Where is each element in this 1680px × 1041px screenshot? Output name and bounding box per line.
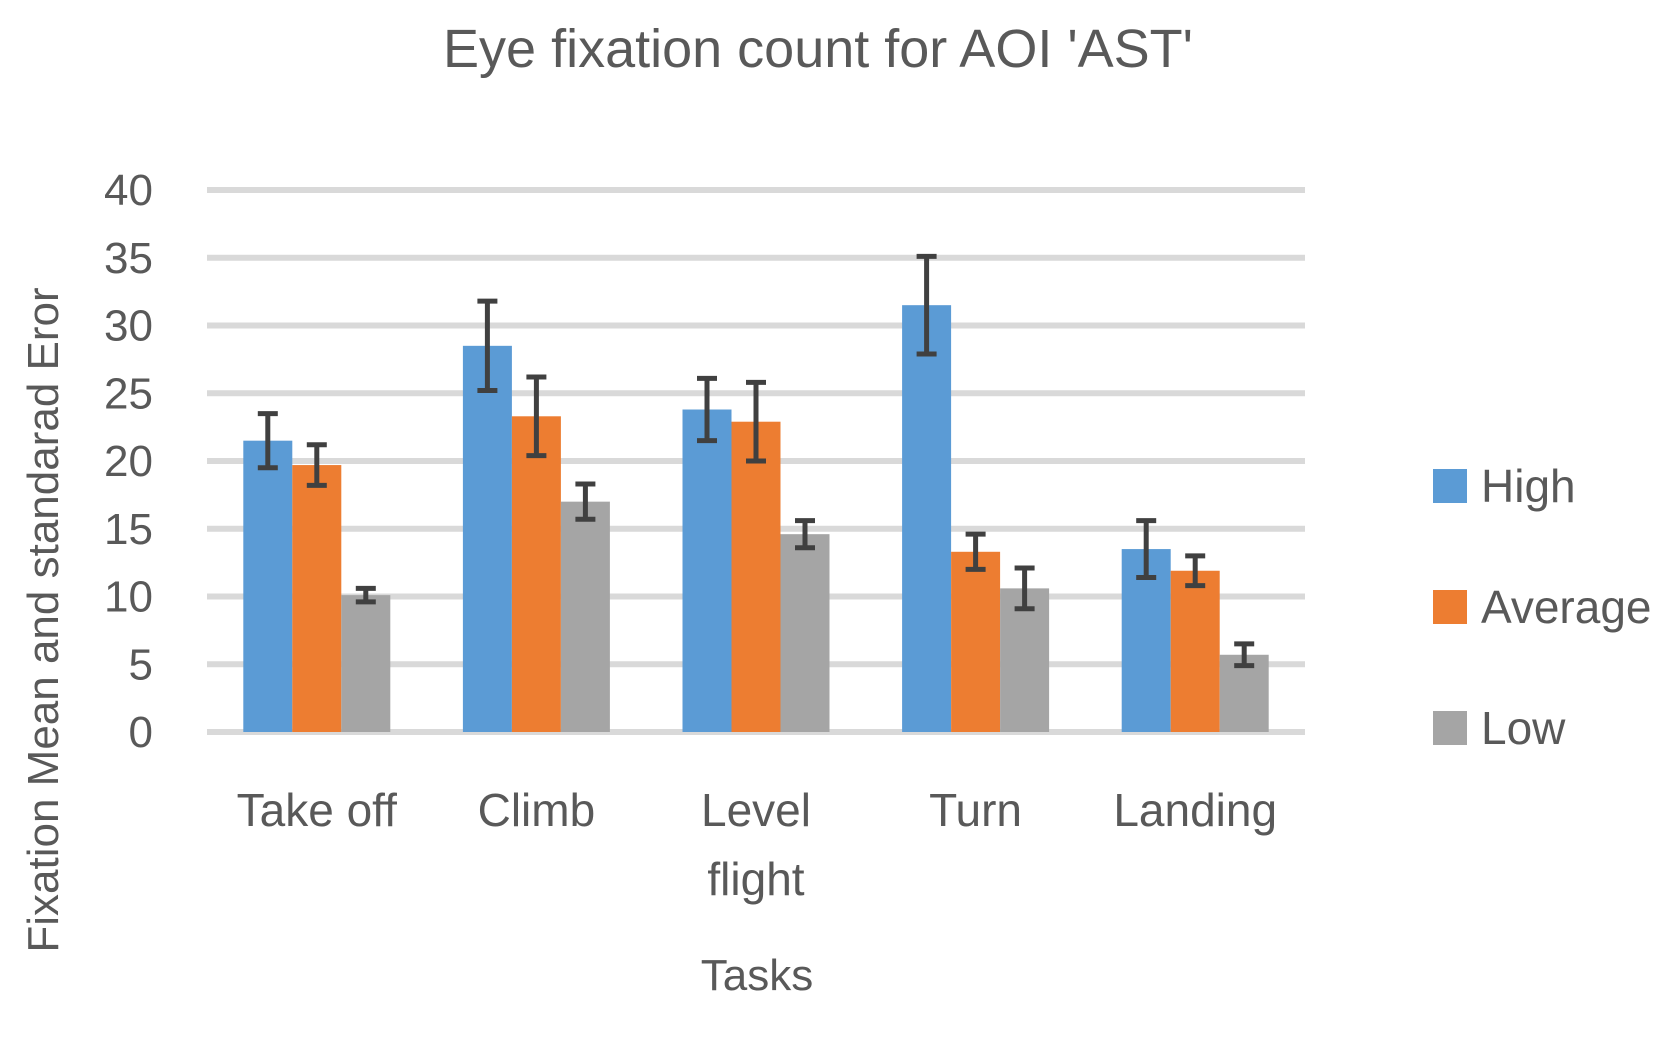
error-bar: [1234, 641, 1255, 669]
x-category-label: Landing: [1113, 784, 1277, 836]
legend-item-low: Low: [1433, 702, 1566, 754]
error-bar: [526, 374, 547, 459]
legend-label: Average: [1481, 581, 1652, 633]
legend: High Average Low: [1433, 460, 1652, 754]
legend-swatch: [1433, 590, 1467, 624]
bar-high: [682, 409, 732, 732]
error-bar: [306, 442, 327, 488]
error-bar: [1185, 553, 1206, 589]
error-bar: [355, 585, 376, 605]
x-category-label: Turn: [929, 784, 1022, 836]
bar-low: [1000, 588, 1050, 732]
y-tick-label: 20: [104, 437, 153, 486]
x-category-labels: Take off Climb Level flight Turn Landing: [237, 784, 1277, 905]
legend-item-high: High: [1433, 460, 1576, 512]
y-tick-labels: 0 5 10 15 20 25 30 35 40: [104, 166, 153, 757]
error-bar: [575, 481, 596, 522]
bars: [243, 305, 1269, 732]
bar-low: [341, 595, 391, 732]
legend-swatch: [1433, 469, 1467, 503]
bar-high: [243, 440, 293, 732]
y-tick-label: 25: [104, 369, 153, 418]
y-tick-label: 5: [129, 640, 153, 689]
x-category-label: Take off: [237, 784, 397, 836]
legend-label: High: [1481, 460, 1576, 512]
bar-average: [731, 421, 781, 732]
y-tick-label: 40: [104, 166, 153, 215]
x-category-label: Climb: [478, 784, 596, 836]
error-bar: [477, 298, 498, 394]
chart-title: Eye fixation count for AOI 'AST': [443, 19, 1193, 79]
error-bar: [1014, 565, 1035, 612]
error-bar: [965, 531, 986, 572]
bar-average: [951, 551, 1001, 732]
x-axis-title: Tasks: [701, 951, 813, 1000]
y-tick-label: 15: [104, 505, 153, 554]
error-bar: [1136, 518, 1157, 581]
legend-item-average: Average: [1433, 581, 1652, 633]
error-bar: [746, 379, 766, 464]
y-tick-label: 10: [104, 573, 153, 622]
error-bar: [916, 253, 937, 357]
y-tick-label: 0: [129, 708, 153, 757]
bar-low: [780, 534, 830, 732]
bar-high: [902, 305, 952, 732]
legend-label: Low: [1481, 702, 1566, 754]
bar-average: [1170, 570, 1220, 732]
x-category-label: Level flight: [701, 784, 811, 905]
bar-average: [511, 416, 561, 732]
bar-low: [560, 501, 610, 732]
y-tick-label: 30: [104, 302, 153, 351]
y-tick-label: 35: [104, 234, 153, 283]
bar-average: [292, 465, 342, 732]
error-bar: [697, 375, 717, 444]
y-axis-title: Fixation Mean and standarad Eror: [19, 287, 68, 952]
error-bar: [257, 411, 278, 471]
error-bars: [257, 253, 1255, 669]
legend-swatch: [1433, 711, 1467, 745]
bar-high: [462, 345, 512, 732]
error-bar: [795, 518, 815, 551]
